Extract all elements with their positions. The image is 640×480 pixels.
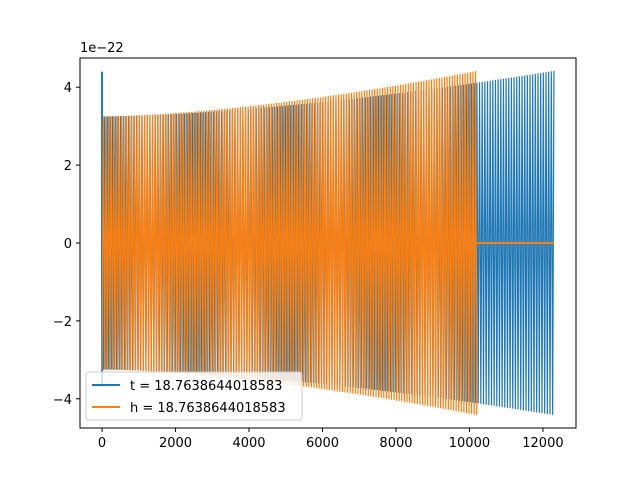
y-offset-label: 1e−22 <box>80 41 124 56</box>
x-axis: 0 2000 4000 6000 8000 10000 12000 <box>98 428 564 451</box>
y-tick-label: −4 <box>53 393 72 408</box>
x-tick-label: 12000 <box>522 436 563 451</box>
legend-box <box>85 371 303 421</box>
y-tick-label: −2 <box>53 315 72 330</box>
y-tick-label: 0 <box>64 237 72 252</box>
legend: t = 18.7638644018583 h = 18.763864401858… <box>85 371 303 421</box>
series-layer <box>101 70 555 416</box>
y-axis: −4 −2 0 2 4 <box>53 81 80 408</box>
x-tick-label: 2000 <box>159 436 192 451</box>
y-tick-label: 4 <box>64 81 72 96</box>
x-tick-label: 0 <box>98 436 106 451</box>
x-tick-label: 8000 <box>379 436 412 451</box>
x-tick-label: 10000 <box>449 436 490 451</box>
x-tick-label: 4000 <box>232 436 265 451</box>
y-tick-label: 2 <box>64 159 72 174</box>
legend-label-h: h = 18.7638644018583 <box>130 401 286 416</box>
legend-label-t: t = 18.7638644018583 <box>130 379 282 394</box>
series-line-h <box>101 71 478 416</box>
x-tick-label: 6000 <box>306 436 339 451</box>
